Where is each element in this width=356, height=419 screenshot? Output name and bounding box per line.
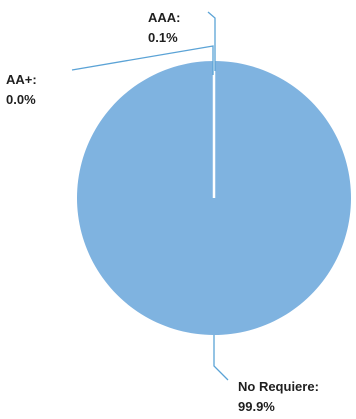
leader-line-aaa [207, 11, 216, 71]
leader-line-no-requiere [213, 335, 229, 381]
label-value-aa-plus: 0.0% [6, 92, 36, 107]
data-labels: AAA: 0.1% AA+: 0.0% No Requiere: 99.9% [6, 10, 319, 414]
label-category-aa-plus: AA+: [6, 72, 37, 87]
label-category-no-requiere: No Requiere: [238, 379, 319, 394]
label-category-aaa: AAA: [148, 10, 181, 25]
leader-lines [71, 11, 229, 381]
label-value-no-requiere: 99.9% [238, 399, 275, 414]
leader-line-aa-plus [71, 45, 214, 75]
pie-slices [76, 61, 351, 335]
label-value-aaa: 0.1% [148, 30, 178, 45]
